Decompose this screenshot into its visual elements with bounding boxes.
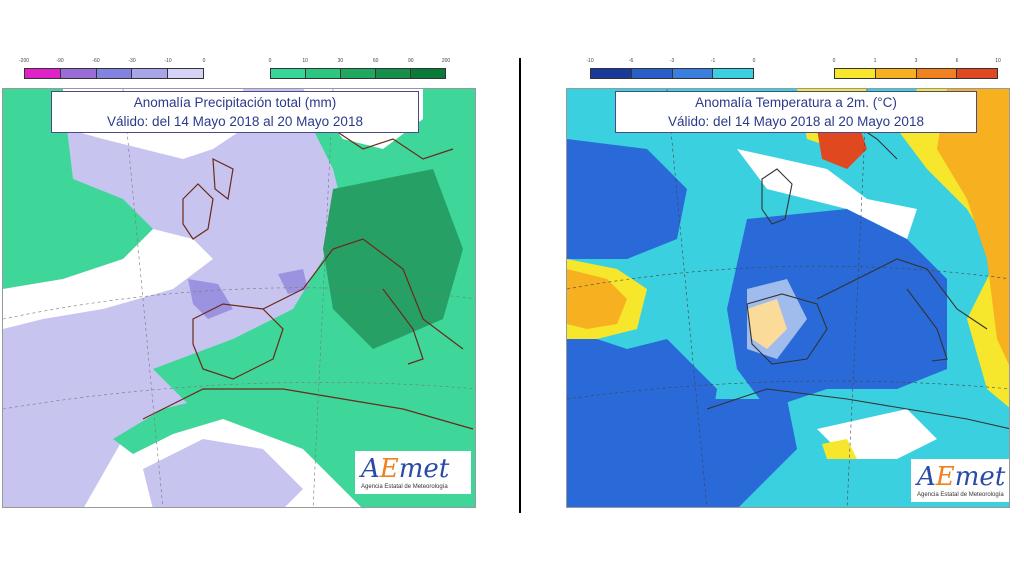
precipitation-positive-legend: 0 10 30 60 90 200 xyxy=(268,58,451,82)
legend-colorbar xyxy=(24,68,204,79)
graticule xyxy=(567,89,1009,507)
white-area-north-europe xyxy=(737,149,917,239)
white-band-atlantic xyxy=(3,229,213,329)
temperature-map-graphic xyxy=(567,89,1009,507)
legend-color-swatch xyxy=(96,69,133,78)
temperature-negative-legend: -10 -6 -3 -1 0 xyxy=(586,58,756,82)
aemet-subtitle: Agencia Estatal de Meteorología xyxy=(361,484,448,490)
legend-color-swatch xyxy=(631,69,673,78)
legend-tick-label: 90 xyxy=(408,58,414,64)
legend-tick-label: 0 xyxy=(202,58,206,64)
blue-area-north-atlantic xyxy=(567,139,687,259)
legend-color-swatch xyxy=(835,69,876,78)
aemet-logo-left: AEmet Agencia Estatal de Meteorología xyxy=(355,451,471,494)
temperature-title: Anomalía Temperatura a 2m. (°C) xyxy=(695,95,897,110)
legend-tick-label: -10 xyxy=(586,58,594,64)
legend-tick-label: -60 xyxy=(92,58,100,64)
legend-tick-label: 1 xyxy=(873,58,877,64)
legend-color-swatch xyxy=(341,69,376,78)
legend-color-swatch xyxy=(168,69,203,78)
temperature-positive-legend: 0 1 3 6 10 xyxy=(832,58,1001,82)
legend-color-swatch xyxy=(591,69,632,78)
legend-tick-label: 0 xyxy=(832,58,836,64)
legend-tick-label: -30 xyxy=(128,58,136,64)
legend-tick-label: 10 xyxy=(995,58,1001,64)
panel-divider xyxy=(519,58,521,513)
legend-tick-label: -1 xyxy=(710,58,716,64)
legend-tick-label: 30 xyxy=(337,58,344,64)
graticule xyxy=(3,89,475,507)
precipitation-negative-legend: -200 -90 -60 -30 -10 0 xyxy=(19,58,206,82)
legend-color-swatch xyxy=(376,69,411,78)
precipitation-map-graphic xyxy=(3,89,475,507)
legend-color-swatch xyxy=(713,69,753,78)
legend-colorbar xyxy=(834,68,998,79)
legend-tick-label: 200 xyxy=(441,58,451,64)
legend-tick-label: -10 xyxy=(164,58,172,64)
legend-tick-label: 10 xyxy=(302,58,308,64)
legend-ticks: 0 10 30 60 90 200 xyxy=(268,58,451,66)
legend-tick-label: 0 xyxy=(268,58,272,64)
blue-area-south-atlantic xyxy=(567,329,717,507)
aemet-wordmark: AEmet xyxy=(917,462,1006,492)
temperature-map: Anomalía Temperatura a 2m. (°C) Válido: … xyxy=(566,88,1010,508)
legend-colorbar xyxy=(590,68,754,79)
lavender-area-sahara xyxy=(143,439,303,507)
yellow-area-libya xyxy=(822,439,857,459)
temperature-anomaly-panel: -10 -6 -3 -1 0 0 1 3 6 10 xyxy=(566,58,1010,508)
legend-color-swatch xyxy=(60,69,97,78)
legend-ticks: -200 -90 -60 -30 -10 0 xyxy=(19,58,206,66)
legend-color-swatch xyxy=(25,69,61,78)
aemet-subtitle: Agencia Estatal de Meteorología xyxy=(917,492,1004,498)
blue-area-iberia-med xyxy=(727,209,947,409)
legend-color-swatch xyxy=(957,69,997,78)
legend-color-swatch xyxy=(271,69,306,78)
legend-color-swatch xyxy=(132,69,169,78)
legend-color-swatch xyxy=(916,69,958,78)
legend-colorbar xyxy=(270,68,446,79)
legend-color-swatch xyxy=(672,69,714,78)
legend-tick-label: 0 xyxy=(752,58,756,64)
coastlines xyxy=(142,128,474,430)
precipitation-validity: Válido: del 14 Mayo 2018 al 20 Mayo 2018 xyxy=(107,114,363,129)
green-area-atlantic xyxy=(3,89,153,289)
legend-color-swatch xyxy=(411,69,445,78)
aemet-logo-right: AEmet Agencia Estatal de Meteorología xyxy=(911,459,1009,502)
legend-tick-label: -6 xyxy=(628,58,634,64)
blue-area-africa xyxy=(667,399,797,507)
dark-green-area-italy xyxy=(323,169,463,349)
precipitation-title-box: Anomalía Precipitación total (mm) Válido… xyxy=(51,91,419,133)
legend-tick-label: -90 xyxy=(56,58,64,64)
legend-tick-label: 6 xyxy=(955,58,959,64)
precipitation-title: Anomalía Precipitación total (mm) xyxy=(133,95,337,110)
precipitation-map: Anomalía Precipitación total (mm) Válido… xyxy=(2,88,476,508)
legend-color-swatch xyxy=(306,69,341,78)
legend-color-swatch xyxy=(875,69,917,78)
purple-area-portugal xyxy=(188,279,233,319)
legend-tick-label: 60 xyxy=(372,58,379,64)
legend-ticks: -10 -6 -3 -1 0 xyxy=(586,58,756,66)
orange-area-east xyxy=(937,89,1009,365)
aemet-wordmark: AEmet xyxy=(361,454,450,484)
legend-tick-label: -3 xyxy=(669,58,675,64)
legend-ticks: 0 1 3 6 10 xyxy=(832,58,1001,66)
legend-tick-label: 3 xyxy=(914,58,918,64)
white-area-iberia xyxy=(747,279,807,359)
orange-area-atlantic xyxy=(567,269,627,329)
legend-tick-label: -200 xyxy=(18,58,30,64)
temperature-validity: Válido: del 14 Mayo 2018 al 20 Mayo 2018 xyxy=(668,114,924,129)
precipitation-anomaly-panel: -200 -90 -60 -30 -10 0 0 10 30 60 90 200 xyxy=(2,58,476,508)
green-area-morocco xyxy=(113,399,223,454)
temperature-title-box: Anomalía Temperatura a 2m. (°C) Válido: … xyxy=(615,91,977,133)
